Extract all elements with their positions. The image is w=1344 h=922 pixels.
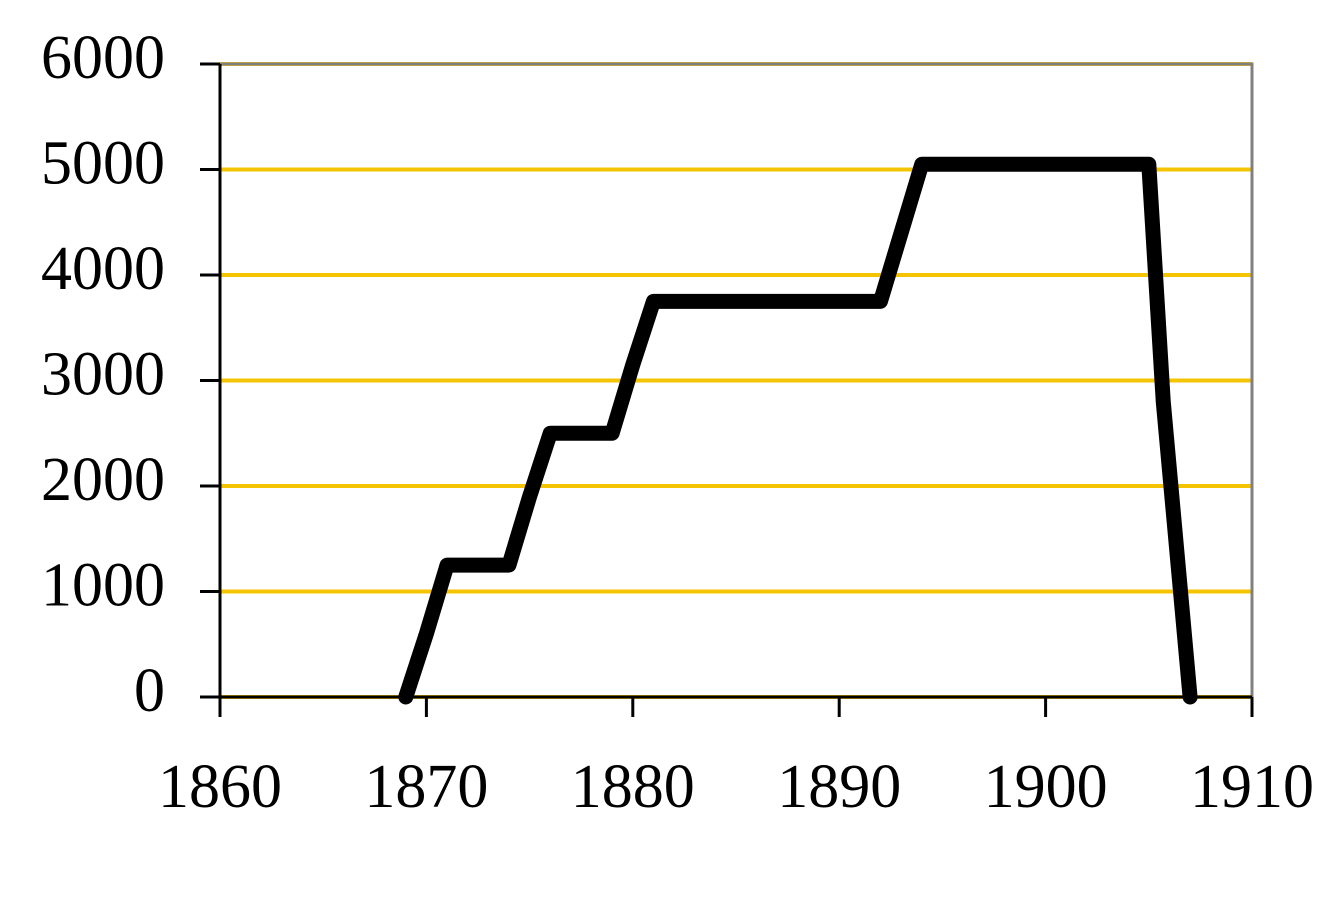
y-tick-label: 1000 <box>41 552 165 620</box>
x-tick-label: 1860 <box>158 753 282 821</box>
x-tick-label: 1910 <box>1190 753 1314 821</box>
y-tick-label: 0 <box>134 657 165 725</box>
plot-frame <box>220 62 1254 697</box>
y-tick-label: 3000 <box>41 341 165 409</box>
x-tick-label: 1900 <box>984 753 1108 821</box>
x-tick-label: 1890 <box>777 753 901 821</box>
x-tick-label: 1880 <box>571 753 695 821</box>
y-tick-label: 4000 <box>41 235 165 303</box>
y-tick-label: 2000 <box>41 446 165 514</box>
y-tick-label: 5000 <box>41 130 165 198</box>
y-tick-label: 6000 <box>41 24 165 92</box>
data-line <box>398 156 1198 705</box>
x-tick-label: 1870 <box>364 753 488 821</box>
